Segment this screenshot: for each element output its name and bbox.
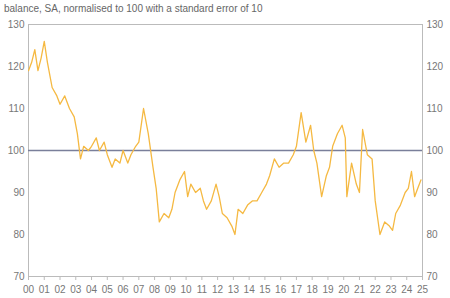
svg-text:90: 90 (427, 187, 439, 198)
svg-text:22: 22 (370, 284, 382, 295)
svg-text:70: 70 (427, 271, 439, 282)
svg-text:13: 13 (228, 284, 240, 295)
svg-text:12: 12 (212, 284, 224, 295)
svg-text:19: 19 (322, 284, 334, 295)
svg-text:00: 00 (23, 284, 35, 295)
svg-text:20: 20 (338, 284, 350, 295)
svg-text:70: 70 (13, 271, 25, 282)
svg-text:130: 130 (8, 19, 25, 30)
svg-text:06: 06 (117, 284, 129, 295)
svg-text:07: 07 (133, 284, 145, 295)
svg-text:120: 120 (8, 61, 25, 72)
svg-text:80: 80 (13, 229, 25, 240)
svg-text:23: 23 (385, 284, 397, 295)
svg-text:03: 03 (70, 284, 82, 295)
svg-text:05: 05 (102, 284, 114, 295)
svg-text:120: 120 (427, 61, 444, 72)
svg-text:100: 100 (8, 145, 25, 156)
svg-text:100: 100 (427, 145, 444, 156)
svg-text:11: 11 (197, 284, 208, 295)
svg-text:10: 10 (181, 284, 193, 295)
svg-text:110: 110 (427, 103, 443, 114)
svg-text:21: 21 (354, 284, 366, 295)
svg-text:80: 80 (427, 229, 439, 240)
svg-text:14: 14 (244, 284, 256, 295)
svg-text:02: 02 (54, 284, 66, 295)
svg-text:16: 16 (275, 284, 287, 295)
svg-text:24: 24 (401, 284, 413, 295)
svg-text:01: 01 (39, 284, 51, 295)
svg-text:130: 130 (427, 19, 444, 30)
svg-text:18: 18 (307, 284, 319, 295)
svg-text:09: 09 (165, 284, 177, 295)
svg-text:17: 17 (291, 284, 303, 295)
svg-text:04: 04 (86, 284, 98, 295)
html-text:balance, SA, normalised to 100: balance, SA, normalised to 100 with a st… (4, 3, 263, 14)
svg-text:08: 08 (149, 284, 161, 295)
svg-text:25: 25 (417, 284, 429, 295)
svg-text:90: 90 (13, 187, 25, 198)
svg-text:15: 15 (259, 284, 271, 295)
svg-text:110: 110 (9, 103, 25, 114)
